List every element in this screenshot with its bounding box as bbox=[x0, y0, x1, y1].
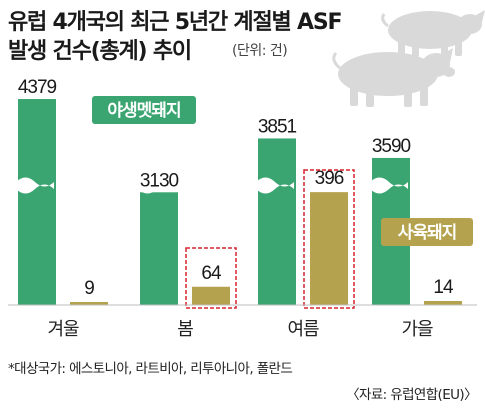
data-label-domestic-pig-4: 14 bbox=[433, 277, 454, 298]
data-label-domestic-pig-3: 396 bbox=[315, 168, 344, 189]
data-label-wild-boar-4: 3590 bbox=[372, 136, 411, 157]
data-label-wild-boar-1: 4379 bbox=[18, 77, 57, 98]
data-label-domestic-pig-2: 64 bbox=[201, 263, 222, 284]
pig-silhouette-icon bbox=[381, 10, 485, 57]
axis-break-mark bbox=[370, 177, 408, 194]
series-domestic-pig-tag bbox=[381, 218, 473, 246]
highlight-box bbox=[303, 169, 355, 309]
data-label-wild-boar-2: 3130 bbox=[140, 170, 179, 191]
category-label-2: 봄 bbox=[177, 319, 193, 340]
category-label-1: 겨울 bbox=[47, 319, 79, 340]
bar-domestic-pig-1 bbox=[70, 302, 108, 305]
series-wild-boar-tag bbox=[92, 96, 196, 124]
bar-domestic-pig-4 bbox=[424, 301, 462, 305]
bar-wild-boar-2 bbox=[140, 192, 178, 305]
axis-break-mark bbox=[256, 177, 294, 194]
series-wild-boar-label: 야생멧돼지 bbox=[107, 101, 180, 121]
chart-title-line1: 유럽 4개국의 최근 5년간 계절별 ASF bbox=[8, 10, 342, 35]
axis-break-mark bbox=[16, 177, 54, 194]
source-note: 〈자료: 유럽연합(EU)〉 bbox=[346, 387, 478, 403]
pig-silhouette-icon bbox=[332, 48, 455, 107]
bar-wild-boar-3 bbox=[258, 138, 296, 305]
axis-break-mark bbox=[138, 177, 176, 194]
highlight-box bbox=[185, 247, 237, 309]
category-label-3: 여름 bbox=[287, 319, 319, 340]
chart-title-line2: 발생 건수(총계) 추이 bbox=[8, 39, 192, 64]
unit-label: (단위: 건) bbox=[232, 43, 288, 59]
footnote: *대상국가: 에스토니아, 라트비아, 리투아니아, 폴란드 bbox=[8, 361, 293, 377]
bar-wild-boar-1 bbox=[18, 99, 56, 305]
bar-domestic-pig-3 bbox=[310, 192, 348, 305]
bar-domestic-pig-2 bbox=[192, 286, 230, 305]
category-label-4: 가을 bbox=[401, 319, 433, 340]
data-label-domestic-pig-1: 9 bbox=[84, 278, 94, 299]
data-label-wild-boar-3: 3851 bbox=[258, 116, 297, 137]
series-domestic-pig-label: 사육돼지 bbox=[398, 223, 457, 243]
